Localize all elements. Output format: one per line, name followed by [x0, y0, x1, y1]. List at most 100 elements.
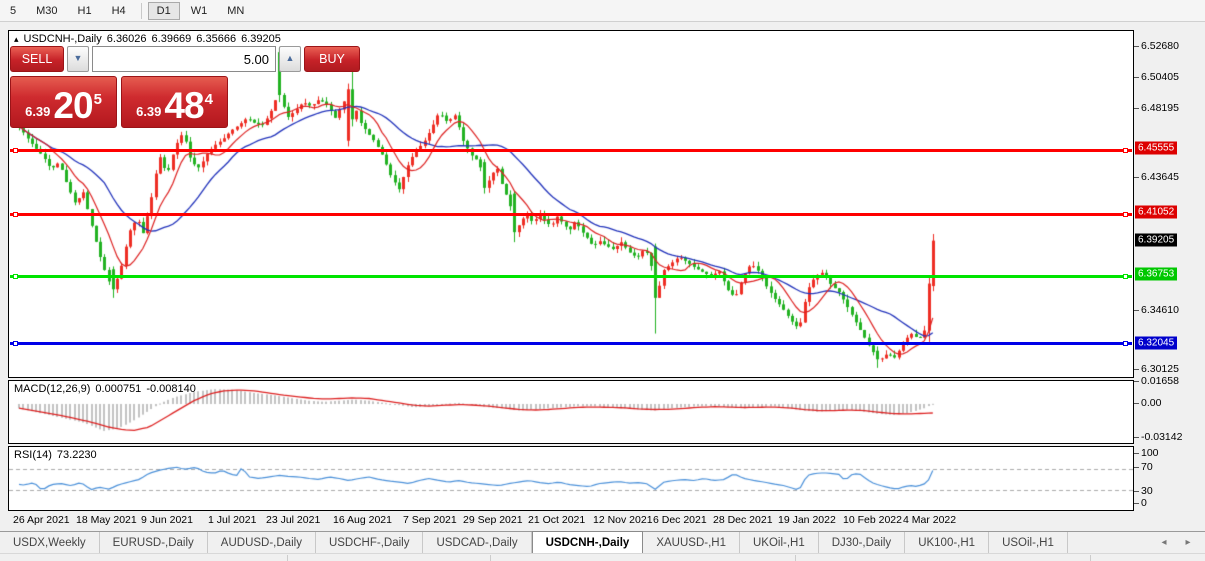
chart-tab-usdcnh-daily[interactable]: USDCNH-,Daily [531, 531, 644, 553]
rsi-canvas [9, 447, 1133, 510]
level-line-handle[interactable] [1123, 341, 1128, 346]
status-bar [0, 553, 1205, 561]
sell-button[interactable]: SELL [10, 46, 64, 72]
level-line-handle[interactable] [13, 212, 18, 217]
price-axis: 6.52680 6.50405 6.48195 6.43645 6.34610 6.301… [1134, 0, 1205, 530]
volume-increase-icon[interactable]: ▲ [279, 46, 301, 72]
level-line-6.32045[interactable] [10, 342, 1132, 345]
volume-decrease-icon[interactable]: ▼ [67, 46, 89, 72]
date-axis-label: 10 Feb 2022 [843, 514, 902, 526]
timeframe-button-m30[interactable]: M30 [36, 4, 58, 17]
sell-price-big: 20 [53, 85, 93, 126]
ohlc-low: 6.35666 [196, 33, 237, 45]
date-axis-label: 12 Nov 2021 [593, 514, 653, 526]
price-axis-tick: 6.50405 [1134, 71, 1179, 83]
chart-tab-usdx-weekly[interactable]: USDX,Weekly [0, 532, 100, 553]
level-line-handle[interactable] [1123, 148, 1128, 153]
macd-axis-tick: 0.00 [1134, 397, 1161, 409]
chart-tab-audusd-daily[interactable]: AUDUSD-,Daily [208, 532, 316, 553]
chart-tab-uk100-h1[interactable]: UK100-,H1 [905, 532, 990, 553]
level-line-handle[interactable] [13, 341, 18, 346]
price-badge-6.45555: 6.45555 [1135, 141, 1178, 155]
chart-tab-usoil-h1[interactable]: USOil-,H1 [989, 532, 1068, 553]
volume-input[interactable] [92, 46, 276, 72]
date-axis-label: 6 Dec 2021 [653, 514, 707, 526]
buy-price-sup: 4 [204, 91, 213, 108]
level-line-6.41052[interactable] [10, 213, 1132, 216]
chart-tab-usdchf-daily[interactable]: USDCHF-,Daily [316, 532, 424, 553]
status-bar-separator [795, 555, 796, 561]
chart-header: ▴ USDCNH-,Daily 6.36026 6.39669 6.35666 … [14, 33, 281, 45]
macd-signal-value: -0.008140 [146, 383, 196, 395]
price-badge-6.41052: 6.41052 [1135, 205, 1178, 219]
price-badge-6.36753: 6.36753 [1135, 267, 1178, 281]
rsi-pane: RSI(14) 73.2230 [8, 446, 1134, 511]
buy-price-big: 48 [164, 85, 204, 126]
timeframe-button-h4[interactable]: H4 [111, 4, 126, 17]
rsi-axis-tick: 30 [1134, 485, 1153, 497]
sell-price-sup: 5 [93, 91, 102, 108]
date-axis-label: 7 Sep 2021 [403, 514, 457, 526]
chart-tab-xauusd-h1[interactable]: XAUUSD-,H1 [643, 532, 740, 553]
level-line-handle[interactable] [13, 148, 18, 153]
timeframe-button-d1[interactable]: D1 [147, 1, 180, 20]
price-axis-tick: 6.30125 [1134, 363, 1179, 375]
chart-tab-usdcad-daily[interactable]: USDCAD-,Daily [423, 532, 532, 553]
status-bar-separator [1090, 555, 1091, 561]
chart-symbol-label: USDCNH-,Daily [23, 33, 102, 45]
level-line-handle[interactable] [13, 274, 18, 279]
price-axis-tick: 6.52680 [1134, 40, 1179, 52]
level-line-6.45555[interactable] [10, 149, 1132, 152]
chart-tab-dj30-daily[interactable]: DJ30-,Daily [819, 532, 906, 553]
timeframe-button-w1[interactable]: W1 [190, 4, 208, 17]
timeframe-button-5[interactable]: 5 [10, 4, 17, 17]
date-axis-label: 1 Jul 2021 [208, 514, 257, 526]
ohlc-open: 6.36026 [106, 33, 147, 45]
date-axis: 26 Apr 2021 18 May 2021 9 Jun 2021 1 Jul 20… [8, 511, 1134, 531]
level-line-6.36753[interactable] [10, 275, 1132, 278]
macd-label: MACD(12,26,9) 0.000751 -0.008140 [14, 383, 196, 395]
sell-price-small: 6.39 [25, 104, 51, 119]
date-axis-label: 29 Sep 2021 [463, 514, 523, 526]
rsi-value: 73.2230 [56, 449, 97, 461]
toolbar-separator [140, 2, 142, 19]
status-bar-separator [490, 555, 491, 561]
price-badge-6.32045: 6.32045 [1135, 336, 1178, 350]
timeframe-button-mn[interactable]: MN [227, 4, 245, 17]
collapse-pane-icon[interactable]: ▴ [14, 33, 19, 44]
date-axis-label: 18 May 2021 [76, 514, 137, 526]
chart-tab-eurusd-daily[interactable]: EURUSD-,Daily [100, 532, 208, 553]
date-axis-label: 9 Jun 2021 [141, 514, 193, 526]
price-badge-6.39205: 6.39205 [1135, 233, 1178, 247]
timeframe-button-h1[interactable]: H1 [77, 4, 92, 17]
level-line-handle[interactable] [1123, 274, 1128, 279]
ohlc-high: 6.39669 [151, 33, 192, 45]
macd-pane: MACD(12,26,9) 0.000751 -0.008140 [8, 380, 1134, 444]
one-click-trading-panel: SELL ▼ ▲ BUY 6.39 20 5 6.39 48 4 [10, 46, 360, 128]
tab-scroll-left-icon[interactable]: ◂ [1161, 537, 1167, 548]
price-axis-tick: 6.34610 [1134, 304, 1179, 316]
date-axis-label: 28 Dec 2021 [713, 514, 773, 526]
macd-axis-tick: 0.01658 [1134, 375, 1179, 387]
rsi-axis-tick: 100 [1134, 447, 1159, 459]
rsi-axis-tick: 0 [1134, 497, 1147, 509]
rsi-axis-tick: 70 [1134, 461, 1153, 473]
date-axis-label: 16 Aug 2021 [333, 514, 392, 526]
macd-axis-tick: -0.03142 [1134, 431, 1182, 443]
macd-name: MACD(12,26,9) [14, 383, 91, 395]
level-line-handle[interactable] [1123, 212, 1128, 217]
buy-price-small: 6.39 [136, 104, 162, 119]
buy-price-box[interactable]: 6.39 48 4 [121, 76, 228, 128]
tab-scroll-right-icon[interactable]: ▸ [1185, 537, 1191, 548]
macd-canvas [9, 381, 1133, 443]
buy-button[interactable]: BUY [304, 46, 360, 72]
price-axis-tick: 6.43645 [1134, 171, 1179, 183]
sell-price-box[interactable]: 6.39 20 5 [10, 76, 117, 128]
date-axis-label: 26 Apr 2021 [13, 514, 70, 526]
chart-tab-ukoil-h1[interactable]: UKOil-,H1 [740, 532, 819, 553]
timeframe-toolbar: 5 M30 H1 H4 D1 W1 MN [0, 0, 1205, 22]
ohlc-close: 6.39205 [241, 33, 281, 45]
rsi-name: RSI(14) [14, 449, 52, 461]
date-axis-label: 4 Mar 2022 [903, 514, 957, 526]
